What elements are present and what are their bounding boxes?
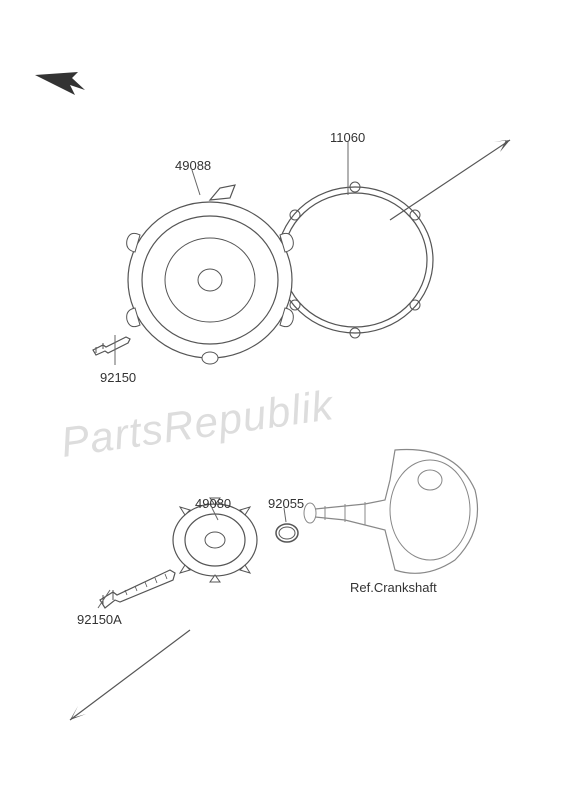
part-label: 49080 xyxy=(195,496,231,511)
ref-label: Ref.Crankshaft xyxy=(350,580,437,595)
part-label: 92150A xyxy=(77,612,122,627)
part-label: 92055 xyxy=(268,496,304,511)
part-label: 11060 xyxy=(330,130,365,145)
leader-lines xyxy=(0,0,584,800)
part-label: 49088 xyxy=(175,158,211,173)
part-label: 92150 xyxy=(100,370,136,385)
